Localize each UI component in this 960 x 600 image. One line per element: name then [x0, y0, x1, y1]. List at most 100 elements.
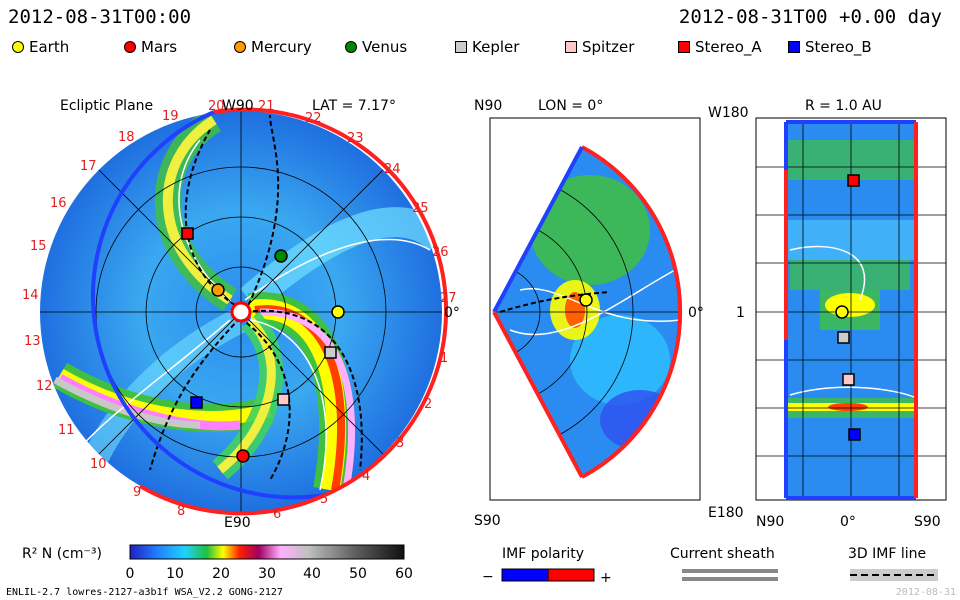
carrington-27: 27: [440, 291, 457, 306]
sun-icon: [230, 301, 252, 323]
carrington-4: 4: [362, 469, 370, 484]
carrington-1: 1: [440, 351, 448, 366]
left-timestamp: 2012-08-31T00:00: [8, 6, 192, 28]
density-colorbar: R² N (cm⁻³) 0 10 20 30 40 50 60: [22, 544, 413, 582]
legend-stereo-b: Stereo_B: [788, 38, 872, 56]
carrington-8: 8: [177, 504, 185, 519]
stereo-b-icon: [788, 41, 800, 53]
kepler-marker: [324, 346, 337, 359]
radial-e180-label: E180: [708, 505, 744, 521]
carrington-12: 12: [36, 379, 53, 394]
meridional-n90-label: N90: [474, 98, 502, 114]
carrington-25: 25: [412, 201, 429, 216]
radial-1au-plot: R = 1.0 AU W180 1 E180 N90 0° S90: [708, 98, 947, 530]
meridional-s90-label: S90: [474, 513, 501, 529]
mars-icon: [124, 41, 136, 53]
spitzer-icon: [565, 41, 577, 53]
ecliptic-title: Ecliptic Plane: [60, 98, 153, 114]
carrington-6: 6: [273, 507, 281, 522]
carrington-9: 9: [133, 485, 141, 500]
kepler-icon: [455, 41, 467, 53]
colorbar-tick-0: 0: [126, 566, 135, 582]
meridional-0-label: 0°: [688, 305, 704, 321]
legend-earth: Earth: [12, 38, 69, 56]
carrington-22: 22: [305, 111, 322, 126]
radial-n90-label: N90: [756, 514, 784, 530]
carrington-11: 11: [58, 423, 75, 438]
model-info-footer: ENLIL-2.7 lowres-2127-a3b1f WSA_V2.2 GON…: [6, 587, 283, 598]
carrington-labels: 1 2 3 4 5 6 8 9 10 11 12 13 14 15 16 17 …: [22, 99, 457, 522]
meridional-lon-label: LON = 0°: [538, 98, 603, 114]
carrington-23: 23: [347, 131, 364, 146]
stereo-b-marker: [190, 396, 203, 409]
colorbar-tick-40: 40: [303, 566, 321, 582]
object-legend: Earth Mars Mercury Venus Kepler Spitzer …: [12, 38, 952, 60]
radial-s90-label: S90: [914, 514, 941, 530]
imf-line-title: 3D IMF line: [848, 546, 926, 562]
imf-minus-label: −: [482, 569, 494, 585]
radial-w180-label: W180: [708, 105, 749, 121]
venus-icon: [345, 41, 357, 53]
carrington-17: 17: [80, 159, 97, 174]
carrington-5: 5: [320, 492, 328, 507]
colorbar-tick-50: 50: [349, 566, 367, 582]
colorbar-tick-10: 10: [166, 566, 184, 582]
carrington-2: 2: [424, 397, 432, 412]
carrington-16: 16: [50, 196, 67, 211]
carrington-19: 19: [162, 109, 179, 124]
radial-stereo-a-marker: [847, 174, 860, 187]
radial-stereo-b-marker: [848, 428, 861, 441]
stereo-a-marker: [181, 227, 194, 240]
radial-earth-marker: [835, 305, 849, 319]
ecliptic-0-label: 0°: [444, 305, 460, 321]
carrington-21: 21: [258, 99, 275, 114]
colorbar-tick-60: 60: [395, 566, 413, 582]
colorbar-tick-20: 20: [212, 566, 230, 582]
mars-marker: [236, 449, 250, 463]
footer-date: 2012-08-31: [895, 587, 956, 598]
carrington-15: 15: [30, 239, 47, 254]
legend-mercury: Mercury: [234, 38, 312, 56]
legend-spitzer: Spitzer: [565, 38, 634, 56]
carrington-26: 26: [432, 245, 449, 260]
carrington-3: 3: [396, 436, 404, 451]
legend-kepler: Kepler: [455, 38, 519, 56]
imf-line-key: 3D IMF line: [848, 546, 938, 581]
spitzer-marker: [277, 393, 290, 406]
earth-marker: [331, 305, 345, 319]
carrington-24: 24: [384, 162, 401, 177]
carrington-20: 20: [208, 99, 225, 114]
radial-kepler-marker: [837, 331, 850, 344]
current-sheath-key: Current sheath: [670, 546, 778, 581]
mercury-icon: [234, 41, 246, 53]
earth-icon: [12, 41, 24, 53]
venus-marker: [274, 249, 288, 263]
imf-plus-label: +: [600, 570, 612, 586]
ecliptic-plane-plot: Ecliptic Plane W90 E90 0° LAT = 7.17° 1 …: [22, 98, 460, 531]
ecliptic-e90-label: E90: [224, 515, 251, 531]
legend-mars: Mars: [124, 38, 177, 56]
radial-0-label: 0°: [840, 514, 856, 530]
imf-polarity-title: IMF polarity: [502, 546, 584, 562]
radial-spitzer-marker: [842, 373, 855, 386]
ecliptic-lat-label: LAT = 7.17°: [312, 98, 396, 114]
imf-polarity-key: IMF polarity − +: [482, 546, 612, 586]
meridional-plane-plot: N90 S90 0° LON = 0°: [474, 98, 704, 529]
colorbar-label: R² N (cm⁻³): [22, 546, 102, 562]
radial-1-label: 1: [736, 305, 745, 321]
carrington-18: 18: [118, 130, 135, 145]
colorbar-scale: [129, 544, 405, 560]
carrington-14: 14: [22, 288, 39, 303]
legend-stereo-a: Stereo_A: [678, 38, 762, 56]
current-sheath-title: Current sheath: [670, 546, 775, 562]
carrington-10: 10: [90, 457, 107, 472]
right-timestamp: 2012-08-31T00 +0.00 day: [678, 6, 942, 28]
carrington-13: 13: [24, 334, 41, 349]
ecliptic-w90-label: W90: [222, 98, 254, 114]
legend-venus: Venus: [345, 38, 407, 56]
meridional-earth-marker: [579, 293, 593, 307]
colorbar-tick-30: 30: [258, 566, 276, 582]
mercury-marker: [211, 283, 225, 297]
stereo-a-icon: [678, 41, 690, 53]
